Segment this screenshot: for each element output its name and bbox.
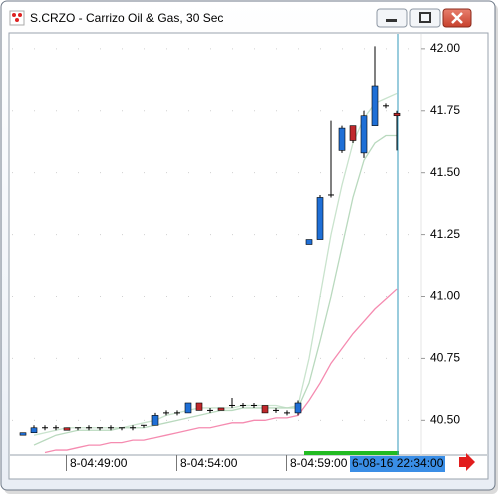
candle-body xyxy=(393,112,401,117)
minimize-button[interactable] xyxy=(376,8,408,28)
chart-frame xyxy=(8,32,489,480)
x-tick-label: 8-04:49:00 xyxy=(70,456,128,470)
moving-average xyxy=(44,288,398,454)
candle-body xyxy=(338,127,346,151)
y-tick-label: 41.75 xyxy=(430,103,460,117)
y-tick-label: 40.75 xyxy=(430,351,460,365)
y-tick-label: 41.25 xyxy=(430,227,460,241)
candle-body xyxy=(294,402,302,414)
candle-body xyxy=(360,115,368,154)
volume-strip xyxy=(304,451,399,455)
candle-body xyxy=(184,402,192,414)
x-tick-label: 8-04:59:00 xyxy=(290,456,348,470)
x-tick-label: 8-04:54:00 xyxy=(180,456,238,470)
moving-average xyxy=(33,92,398,436)
candle-body xyxy=(63,427,71,431)
crosshair-label: 6-08-16 22:34:00 xyxy=(352,456,444,470)
maximize-button[interactable] xyxy=(409,8,441,28)
crosshair-label-bg xyxy=(350,456,445,472)
y-tick-label: 40.50 xyxy=(430,413,460,427)
window-title: S.CRZO - Carrizo Oil & Gas, 30 Sec xyxy=(30,11,223,25)
candle-body xyxy=(195,402,203,411)
close-button[interactable] xyxy=(442,8,472,28)
y-tick-label: 41.00 xyxy=(430,289,460,303)
candle-body xyxy=(305,239,313,245)
moving-average xyxy=(33,134,397,446)
y-tick-label: 42.00 xyxy=(430,41,460,55)
app-icon xyxy=(9,10,25,26)
scroll-right-button[interactable] xyxy=(459,453,475,471)
candle-body xyxy=(371,85,379,126)
candle-body xyxy=(19,432,27,436)
candle-body xyxy=(30,427,38,434)
y-tick-label: 41.50 xyxy=(430,165,460,179)
candle-body xyxy=(151,415,159,426)
plot-area: 40.50 40.75 41.00 41.25 41.50 41.75 42.00 8-04:… xyxy=(12,41,460,472)
candle-body xyxy=(261,405,269,414)
candle-body xyxy=(316,197,324,240)
candle-body xyxy=(217,407,225,411)
candle-body xyxy=(349,125,357,141)
